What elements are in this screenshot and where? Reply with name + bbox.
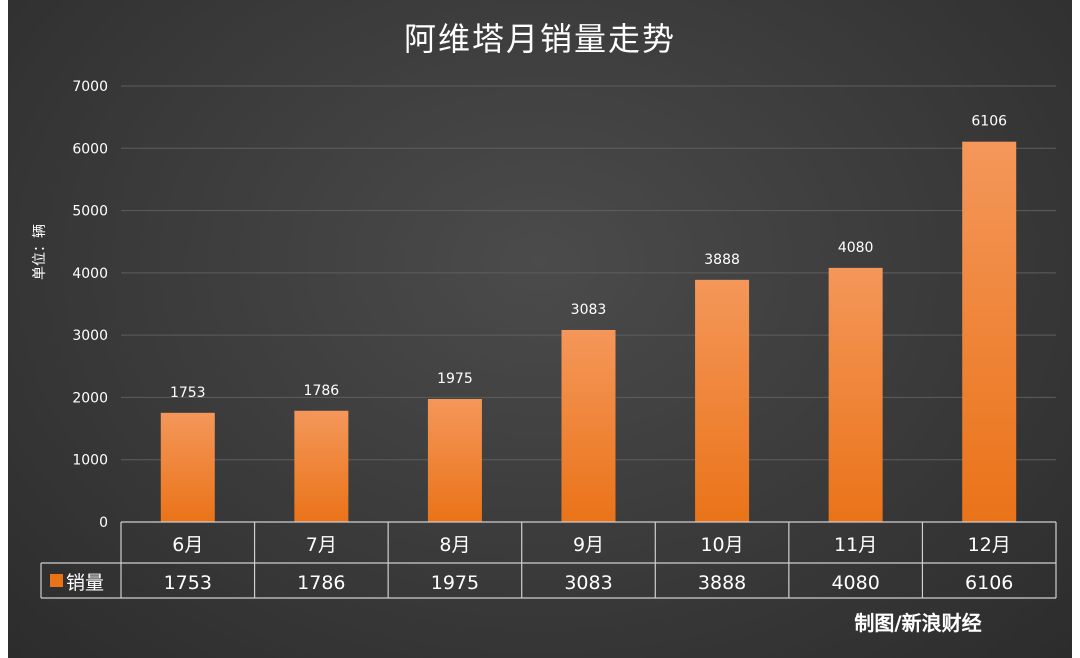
bar-8月: [427, 398, 482, 522]
chart-area: 阿维塔月销量走势 单位：辆 0 1000 2000 3000 4000 5000 6000 7…: [8, 0, 1072, 658]
data-label: 1786: [304, 383, 340, 399]
data-label: 4080: [838, 240, 874, 256]
series-name: 销量: [66, 572, 104, 594]
table-value-cell: 6106: [965, 572, 1013, 594]
data-table: 6月 1753 7月 1786 8月 1975 9月 3083 10月 3888 11月 4080 12…: [40, 521, 1057, 599]
y-tick-label: 3000: [72, 328, 108, 344]
chart-title: 阿维塔月销量走势: [404, 20, 676, 58]
data-label: 3083: [571, 302, 607, 318]
x-category-label: 10月: [700, 534, 743, 556]
y-tick-label: 4000: [72, 266, 108, 282]
bar-12月: [962, 141, 1017, 523]
x-category-label: 7月: [306, 534, 337, 556]
table-value-cell: 3083: [564, 572, 612, 594]
bar-11月: [828, 267, 883, 522]
y-tick-label: 2000: [72, 390, 108, 406]
y-axis-label: 单位：辆: [32, 224, 48, 280]
y-tick-label: 1000: [72, 453, 108, 469]
bar-7月: [294, 410, 349, 522]
y-tick-label: 6000: [72, 141, 108, 157]
table-value-cell: 3888: [698, 572, 746, 594]
table-value-cell: 1786: [297, 572, 345, 594]
chart-svg: 阿维塔月销量走势 单位：辆 0 1000 2000 3000 4000 5000 6000 7…: [32, 20, 1057, 635]
bar-10月: [695, 279, 750, 522]
y-axis-ticks: 0 1000 2000 3000 4000 5000 6000 7000: [72, 79, 108, 531]
data-labels: 1753 1786 1975 3083 3888 4080 6106: [170, 114, 1007, 401]
x-category-label: 11月: [834, 534, 877, 556]
data-label: 1753: [170, 385, 206, 401]
bar-9月: [561, 329, 616, 522]
bars: [160, 141, 1017, 523]
data-label: 1975: [437, 371, 473, 387]
data-label: 3888: [704, 252, 740, 268]
x-category-label: 6月: [172, 534, 203, 556]
data-label: 6106: [971, 114, 1007, 130]
y-tick-label: 5000: [72, 204, 108, 220]
legend-key: [50, 574, 63, 587]
table-value-cell: 1975: [431, 572, 479, 594]
x-category-label: 8月: [439, 534, 470, 556]
table-value-cell: 4080: [831, 572, 879, 594]
bar-6月: [160, 412, 215, 522]
y-tick-label: 0: [99, 515, 108, 531]
table-value-cell: 1753: [164, 572, 212, 594]
chart-credit: 制图/新浪财经: [854, 611, 981, 635]
x-category-label: 12月: [968, 534, 1011, 556]
x-category-label: 9月: [573, 534, 604, 556]
y-tick-label: 7000: [72, 79, 108, 95]
